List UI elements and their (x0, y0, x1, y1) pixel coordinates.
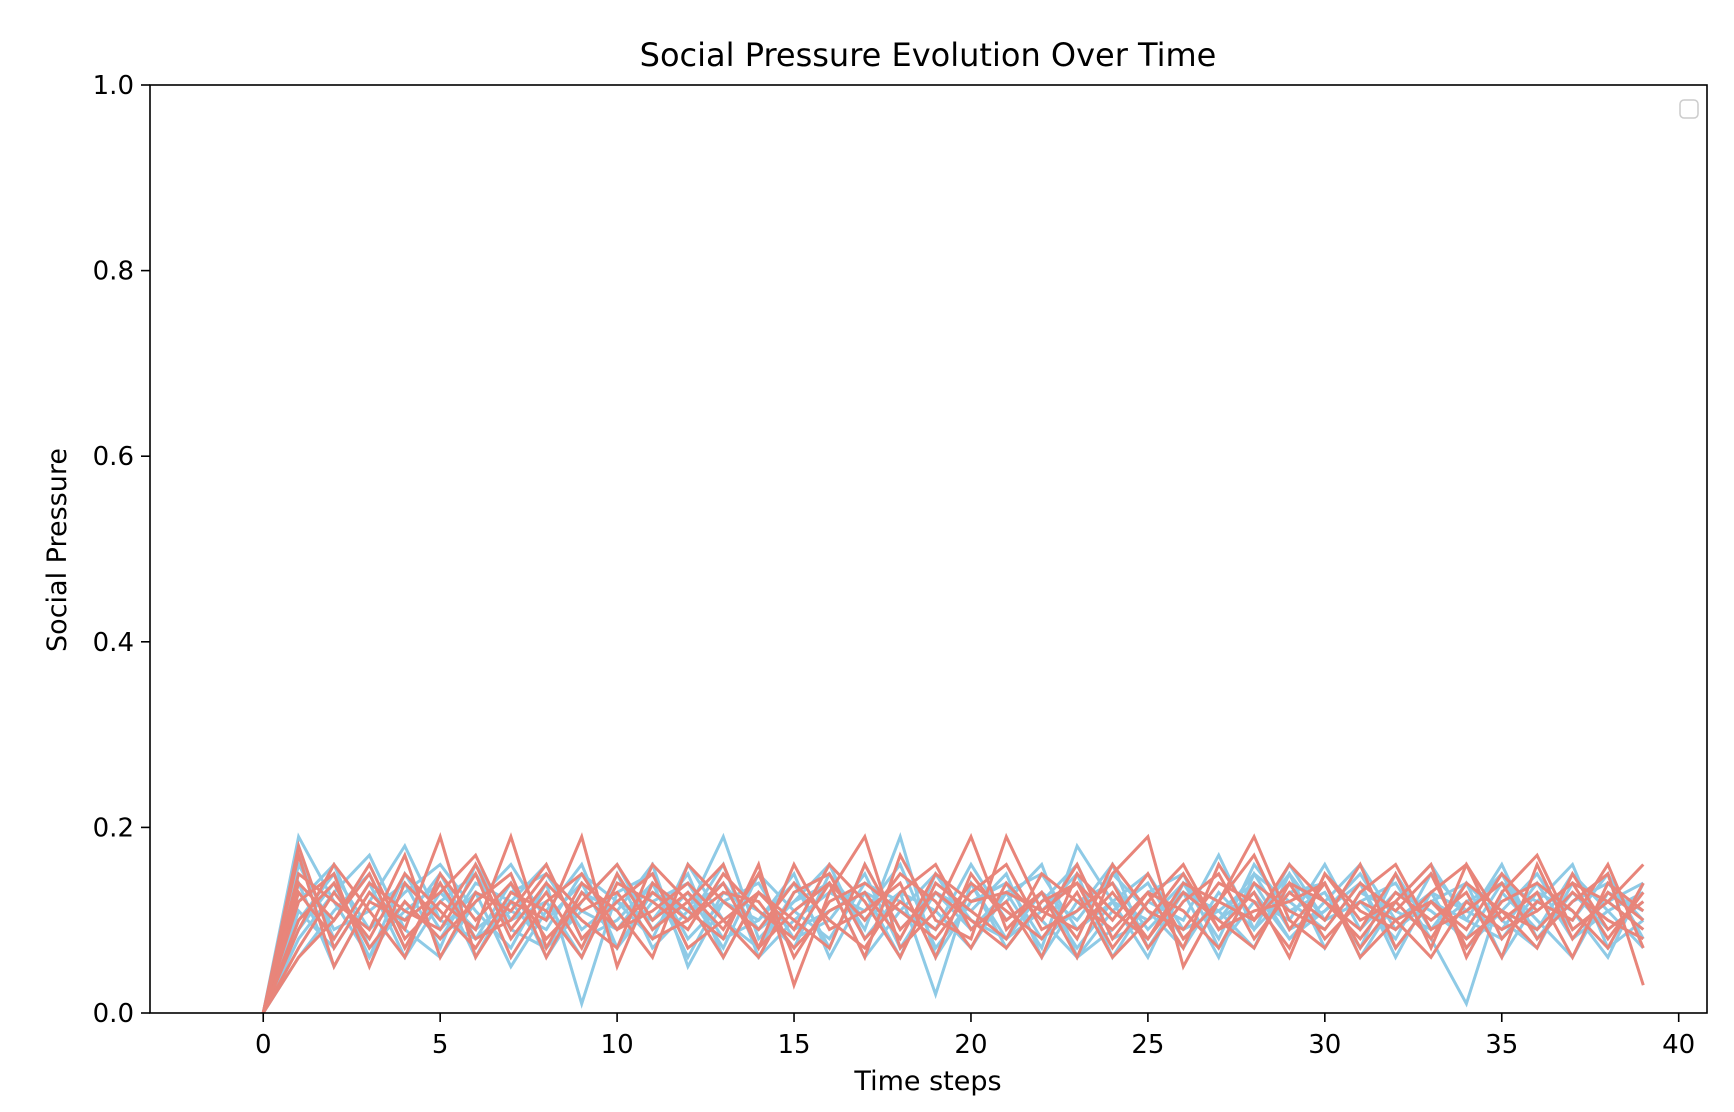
red-group-series-line-19 (261, 871, 1644, 1014)
y-tick-label: 0.8 (93, 257, 134, 287)
x-tick-label: 15 (777, 1030, 810, 1060)
x-tick-label: 35 (1485, 1030, 1518, 1060)
chart-title: Social Pressure Evolution Over Time (640, 36, 1217, 74)
y-tick-label: 0.6 (93, 442, 134, 472)
x-tick-label: 40 (1662, 1030, 1695, 1060)
x-tick-label: 0 (255, 1030, 272, 1060)
red-group-series-line-20 (261, 870, 1645, 1014)
y-tick-label: 0.4 (93, 628, 134, 658)
y-axis-label: Social Pressure (42, 448, 73, 652)
y-tick-label: 1.0 (93, 71, 134, 101)
plot-area-frame (149, 84, 1708, 1014)
y-tick-label: 0.2 (93, 813, 134, 843)
x-axis-ticks: 0 5 10 15 20 25 30 35 40 (255, 1013, 1695, 1060)
y-axis-ticks: 0.0 0.2 0.4 0.6 0.8 1.0 (93, 71, 150, 1029)
series-layer (261, 832, 1645, 1014)
x-tick-label: 10 (601, 1030, 634, 1060)
x-tick-label: 30 (1308, 1030, 1341, 1060)
legend-box (1679, 99, 1699, 119)
x-tick-label: 25 (1131, 1030, 1164, 1060)
y-tick-label: 0.0 (93, 999, 134, 1029)
x-axis-label: Time steps (853, 1066, 1001, 1097)
red-group-series-line-17 (261, 861, 1645, 1014)
x-tick-label: 20 (954, 1030, 987, 1060)
x-tick-label: 5 (432, 1030, 449, 1060)
